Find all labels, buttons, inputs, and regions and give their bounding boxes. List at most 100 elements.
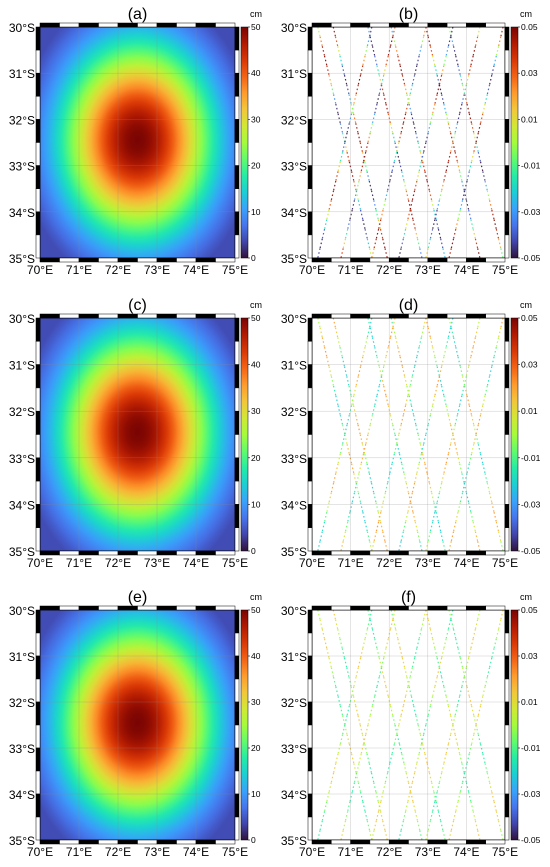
track-segment	[493, 801, 497, 812]
track-segment	[401, 74, 406, 85]
track-segment	[355, 667, 359, 678]
colorbar-tick-label: 50	[251, 313, 261, 323]
track-segment	[384, 772, 389, 783]
lat-tick-label: 31°S	[281, 67, 307, 81]
colorbar-unit: cm	[250, 9, 262, 19]
track-segment	[434, 648, 438, 659]
track-segment	[355, 772, 359, 783]
track-segment	[353, 385, 357, 396]
track-segment	[452, 724, 456, 735]
track-segment	[473, 724, 477, 735]
frame-tick-right	[234, 770, 240, 795]
frame-tick-left	[307, 119, 313, 143]
track-segment	[376, 385, 380, 396]
frame-tick-left	[35, 317, 41, 342]
track-segment	[441, 648, 445, 659]
track-segment	[380, 667, 385, 678]
track-segment	[410, 405, 415, 416]
frame-tick-top	[78, 605, 99, 611]
track-segment	[450, 820, 455, 831]
frame-tick-bottom	[369, 257, 390, 263]
frame-tick-right	[504, 678, 510, 703]
track-segment	[364, 521, 368, 532]
track-segment	[412, 801, 416, 812]
track-segment	[415, 132, 419, 143]
track-segment	[347, 219, 351, 230]
track-segment	[397, 346, 401, 357]
track-segment	[461, 676, 465, 687]
track-segment	[404, 376, 408, 387]
track-segment	[348, 676, 352, 687]
track-segment	[419, 830, 423, 840]
track-segment	[482, 395, 486, 406]
track-segment	[387, 46, 392, 57]
track-segment	[479, 405, 484, 416]
track-segment	[397, 638, 401, 649]
track-segment	[385, 55, 389, 66]
frame-tick-top	[427, 22, 448, 28]
track-segment	[470, 801, 474, 812]
track-segment	[416, 531, 421, 542]
track-segment	[359, 648, 364, 659]
track-segment	[463, 667, 467, 678]
track-segment	[405, 686, 409, 697]
lat-tick-label: 32°S	[281, 405, 307, 419]
track-segment	[414, 811, 419, 821]
track-segment	[319, 327, 323, 338]
frame-tick-right	[504, 527, 510, 552]
colorbar	[240, 317, 249, 552]
frame-tick-left	[35, 211, 41, 236]
track-segment	[429, 405, 434, 416]
frame-tick-bottom	[59, 550, 80, 556]
frame-tick-bottom	[195, 839, 216, 845]
colorbar-tick-label: -0.05	[521, 546, 541, 556]
track-segment	[389, 171, 393, 182]
track-segment	[491, 648, 495, 659]
track-segment	[442, 541, 446, 551]
track-segment	[464, 763, 468, 774]
track-segment	[434, 209, 438, 220]
lon-tick-label: 70°E	[27, 263, 53, 277]
track-segment	[362, 734, 367, 745]
frame-tick-bottom	[350, 839, 371, 845]
track-segment	[349, 791, 353, 802]
colorbar-tick-label: 0.03	[521, 651, 538, 661]
track-segment	[353, 676, 357, 687]
track-segment	[389, 123, 394, 134]
track-segment	[383, 94, 387, 105]
lat-tick-label: 33°S	[281, 160, 307, 174]
lat-tick-label: 33°S	[9, 452, 35, 466]
track-segment	[443, 346, 447, 357]
track-segment	[461, 190, 466, 201]
colorbar-tick-label: 40	[251, 68, 261, 78]
track-segment	[416, 638, 420, 649]
track-segment	[414, 65, 418, 76]
track-segment	[454, 414, 458, 425]
track-segment	[341, 715, 346, 726]
lat-tick-label: 31°S	[9, 359, 35, 373]
track-segment	[450, 238, 455, 249]
colorbar-unit: cm	[520, 592, 532, 602]
track-segment	[432, 219, 436, 230]
track-segment	[486, 84, 491, 95]
track-segment	[419, 541, 423, 551]
track-segment	[392, 424, 396, 435]
track-segment	[344, 228, 349, 239]
track-segment	[473, 434, 477, 445]
track-segment	[450, 132, 454, 143]
track-segment	[350, 103, 355, 114]
track-segment	[474, 820, 479, 831]
track-segment	[396, 444, 401, 455]
track-segment	[408, 395, 412, 406]
lat-tick-label: 34°S	[9, 206, 35, 220]
track-segment	[432, 395, 436, 406]
lon-tick-label: 73°E	[144, 556, 170, 570]
track-segment	[341, 142, 346, 153]
track-segment	[407, 502, 411, 513]
track-segment	[371, 46, 376, 57]
track-segment	[461, 180, 465, 191]
track-segment	[473, 142, 477, 153]
track-segment	[414, 521, 419, 532]
track-segment	[366, 531, 371, 542]
track-segment	[385, 638, 389, 649]
